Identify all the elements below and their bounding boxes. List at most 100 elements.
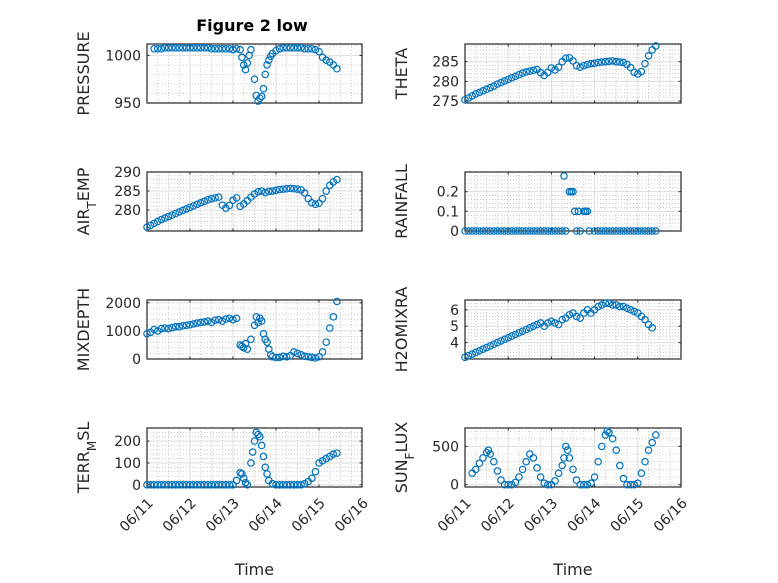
data-point [619, 474, 628, 483]
data-point [518, 227, 527, 235]
y-tick-label: 6 [450, 303, 459, 319]
y-axis-label: THETA [392, 48, 411, 100]
data-point [272, 481, 280, 489]
data-point [572, 61, 581, 70]
y-tick-label: 280 [432, 74, 459, 90]
data-point [536, 473, 545, 481]
data-point [569, 187, 577, 196]
data-point [529, 227, 538, 235]
data-point [241, 65, 250, 74]
data-point [558, 227, 567, 235]
data-point [225, 201, 234, 210]
data-point [232, 44, 241, 53]
data-point [547, 317, 556, 326]
data-point [522, 325, 531, 334]
y-axis-label: MIXDEPTH [74, 288, 93, 371]
data-point [579, 61, 588, 70]
data-point [497, 337, 505, 345]
data-point [619, 227, 628, 235]
data-point [222, 315, 230, 323]
data-point [468, 350, 477, 358]
data-point [257, 187, 266, 195]
data-point [630, 227, 639, 235]
data-point [182, 44, 191, 52]
data-point [297, 350, 305, 359]
y-tick-label: 290 [114, 165, 141, 181]
data-point [243, 481, 252, 489]
data-point [626, 306, 635, 314]
data-point [293, 481, 302, 489]
data-point [250, 437, 259, 445]
data-point [479, 454, 487, 462]
y-tick-label: 0 [450, 224, 459, 240]
data-point [333, 297, 341, 306]
data-point [605, 299, 613, 308]
data-point [207, 44, 216, 53]
data-point [475, 459, 484, 468]
data-point [189, 481, 198, 489]
data-point [164, 324, 173, 333]
data-point [511, 72, 520, 81]
data-point [536, 227, 545, 235]
data-point [308, 353, 316, 362]
data-point [286, 481, 295, 489]
data-point [293, 185, 302, 193]
data-point [601, 299, 610, 308]
data-point [471, 227, 480, 235]
data-point [500, 335, 509, 344]
data-point [464, 227, 473, 235]
data-point [300, 352, 309, 360]
data-point [282, 352, 291, 361]
data-point [308, 44, 316, 53]
data-point [248, 448, 257, 456]
data-point [153, 44, 162, 53]
data-point [150, 481, 158, 489]
data-point [186, 44, 194, 52]
data-point [214, 44, 223, 53]
data-point [518, 327, 527, 335]
data-point [293, 349, 302, 358]
data-point [579, 480, 588, 489]
data-point [590, 59, 599, 68]
axes-box [146, 171, 363, 232]
data-point [329, 450, 338, 459]
data-point [225, 314, 234, 323]
data-point [615, 302, 624, 311]
subplot-theta: 275 280 285 THETA [392, 42, 682, 110]
y-tick-label: 0 [450, 478, 459, 494]
data-point [243, 345, 252, 353]
data-point [619, 58, 628, 67]
data-point [175, 481, 184, 489]
data-point [475, 227, 484, 235]
data-point [325, 324, 334, 332]
data-point [256, 432, 264, 441]
data-point [644, 446, 653, 455]
data-point [179, 44, 187, 52]
series-rainfall [461, 172, 660, 235]
data-point [200, 44, 209, 52]
subplot-air-temp: 280 285 290 AIRTEMP [74, 165, 363, 235]
data-point [329, 313, 338, 321]
series-theta [461, 42, 660, 104]
y-axis-label-part: SUN [392, 459, 411, 493]
data-point [475, 88, 484, 97]
data-point [268, 352, 277, 361]
data-point [626, 227, 635, 235]
data-point [597, 301, 606, 309]
data-point [484, 446, 493, 455]
data-point [597, 227, 606, 235]
data-point [268, 479, 277, 488]
data-point [222, 481, 230, 489]
subplot-pressure: 950 1000 PRESSURE [74, 31, 363, 116]
data-point [612, 301, 621, 309]
data-point [263, 338, 271, 346]
data-point [623, 480, 631, 489]
data-point [225, 481, 234, 489]
data-point [608, 57, 617, 65]
data-point [497, 78, 505, 87]
data-point [493, 80, 502, 88]
data-point [275, 185, 284, 194]
data-point [644, 51, 653, 60]
data-point [282, 481, 291, 489]
